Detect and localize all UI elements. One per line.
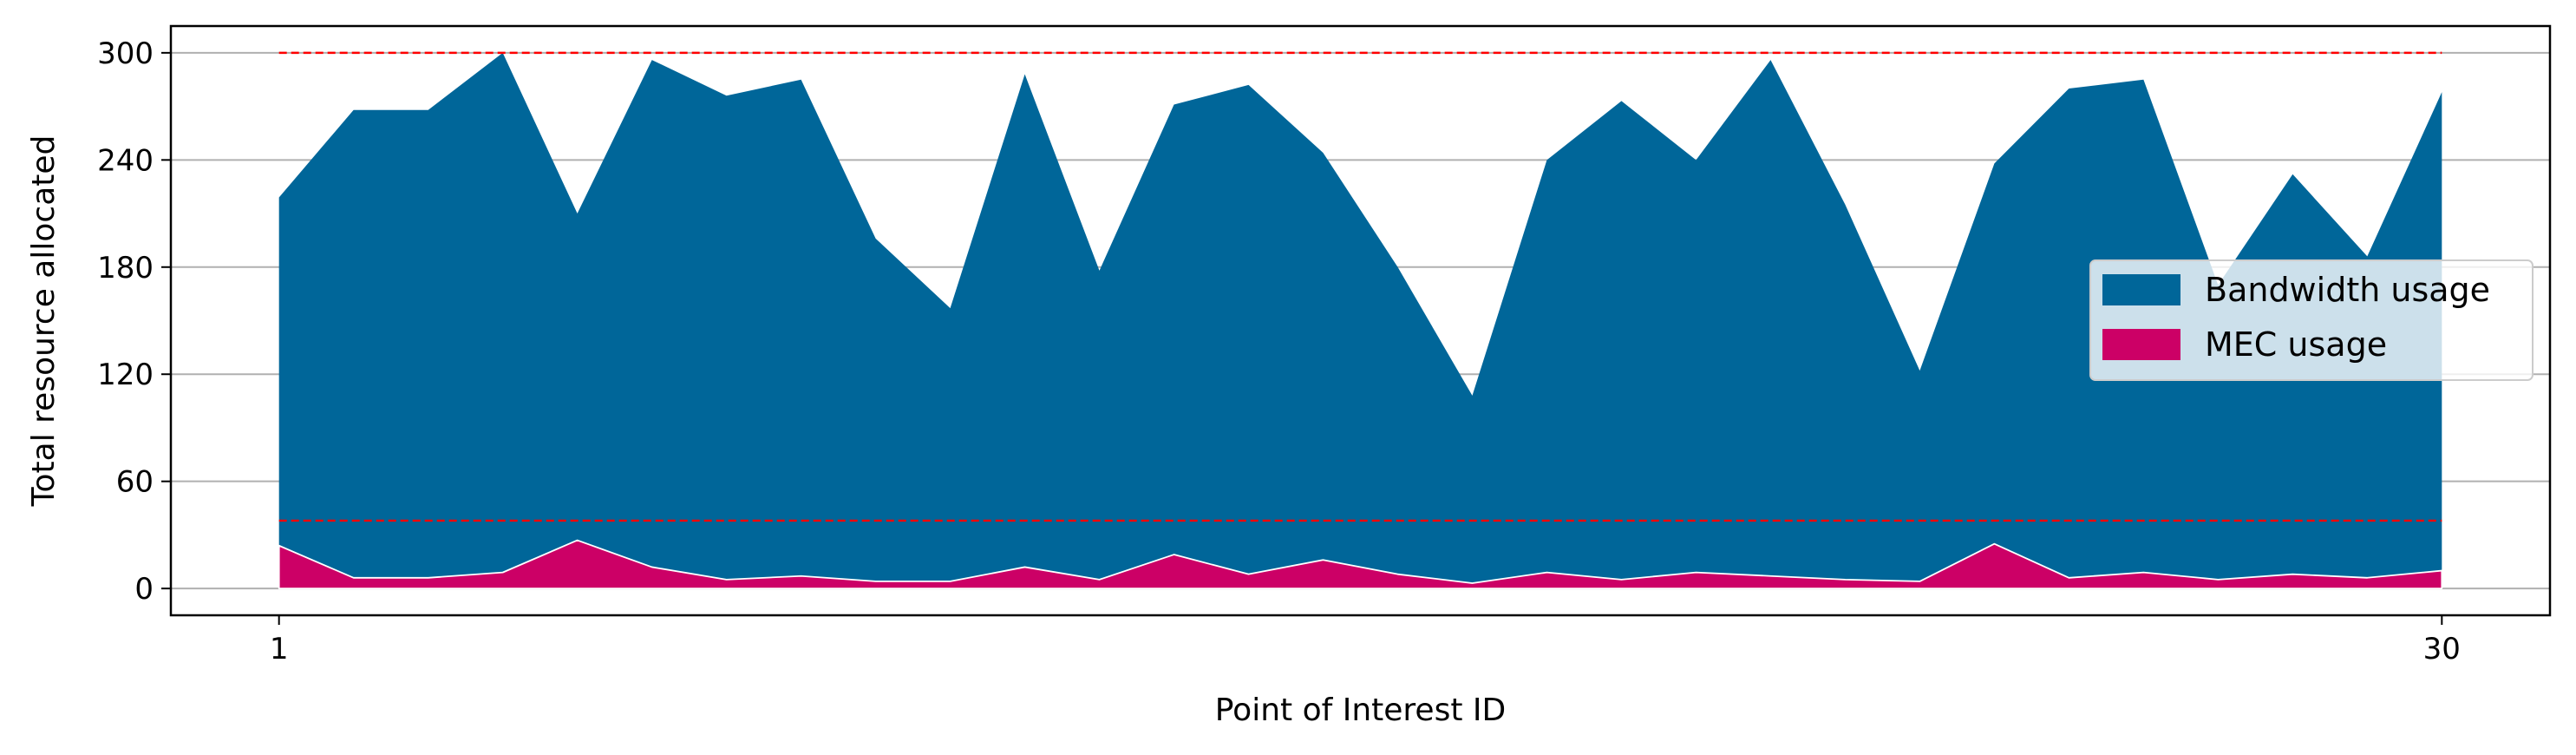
- mec-usage-legend-label: MEC usage: [2205, 325, 2387, 364]
- x-tick-label: 30: [2423, 632, 2461, 666]
- y-tick-label: 60: [116, 465, 154, 500]
- series-areas: [278, 52, 2443, 590]
- x-tick-label: 1: [270, 632, 289, 666]
- legend-box: [2089, 259, 2534, 381]
- x-axis-label: Point of Interest ID: [1215, 693, 1506, 728]
- y-tick-label: 120: [97, 358, 154, 392]
- bandwidth-usage-area: [278, 52, 2442, 589]
- mec-usage-legend-swatch: [2102, 329, 2180, 360]
- y-axis-label: Total resource allocated: [26, 135, 62, 508]
- bandwidth-usage-legend-label: Bandwidth usage: [2205, 271, 2490, 309]
- y-tick-label: 180: [97, 251, 154, 286]
- reference-lines: [278, 51, 2442, 522]
- y-tick-label: 240: [97, 143, 154, 178]
- legend: Bandwidth usage MEC usage: [2089, 259, 2534, 381]
- axis-ticks: 0 60 120 180 240 300 1 30: [97, 36, 2461, 666]
- y-tick-label: 0: [134, 572, 154, 607]
- mec-usage-area: [278, 539, 2443, 590]
- bandwidth-usage-legend-swatch: [2102, 274, 2180, 305]
- y-tick-label: 300: [97, 36, 154, 71]
- plot-frame: [169, 24, 2552, 617]
